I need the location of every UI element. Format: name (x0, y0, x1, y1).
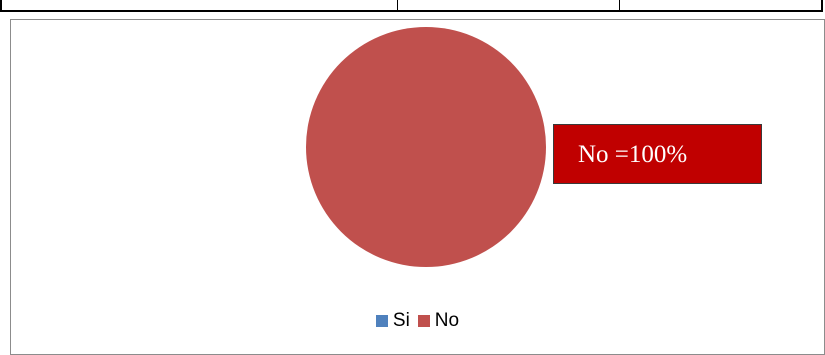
legend-label-no: No (434, 310, 460, 331)
legend-item-si: Si (375, 310, 410, 332)
table-cell-divider (619, 0, 620, 10)
table-fragment (0, 0, 823, 12)
chart-legend: Si No (0, 310, 825, 332)
legend-item-no: No (417, 310, 460, 332)
legend-swatch-si (375, 315, 388, 327)
legend-swatch-no (417, 315, 430, 327)
legend-label-si: Si (392, 310, 410, 331)
pie-slice-no (306, 27, 546, 267)
data-label-callout: No =100% (553, 124, 762, 184)
table-cell-divider (397, 0, 398, 10)
